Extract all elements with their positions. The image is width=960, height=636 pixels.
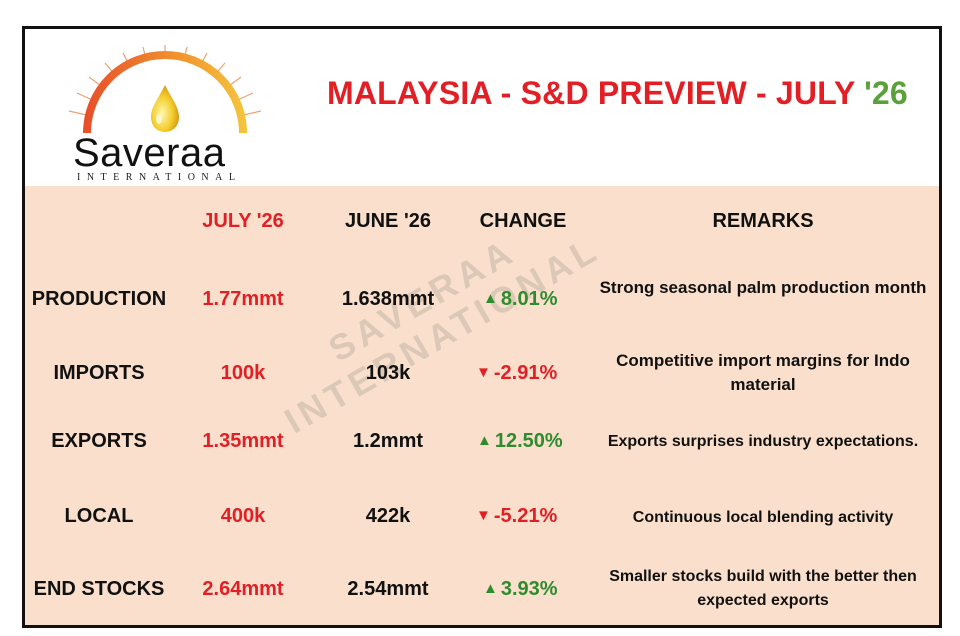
change-local: ▼ -5.21%	[476, 505, 557, 528]
june-value-local: 422k	[365, 505, 411, 527]
change-exports: ▲ 12.50%	[477, 430, 563, 453]
logo-subtitle: INTERNATIONAL	[77, 172, 242, 183]
triangle-up-icon: ▲	[477, 432, 492, 449]
logo-wordmark: Saveraa	[73, 131, 226, 175]
header-july: JULY '26	[202, 210, 284, 232]
table-panel	[25, 186, 939, 625]
june-value-end-stocks: 2.54mmt	[347, 578, 429, 600]
row-label-production: PRODUCTION	[31, 288, 167, 310]
header-june: JUNE '26	[345, 210, 431, 232]
june-value-exports: 1.2mmt	[352, 430, 424, 452]
triangle-down-icon: ▼	[476, 507, 491, 524]
july-value-end-stocks: 2.64mmt	[202, 578, 284, 600]
triangle-up-icon: ▲	[483, 290, 498, 307]
triangle-down-icon: ▼	[476, 364, 491, 381]
infographic-frame: Saveraa INTERNATIONAL MALAYSIA - S&D PRE…	[22, 26, 942, 628]
title-main: MALAYSIA - S&D PREVIEW - JULY	[327, 75, 865, 111]
change-end-stocks: ▲ 3.93%	[483, 578, 558, 601]
july-value-exports: 1.35mmt	[202, 430, 284, 452]
change-value: -2.91%	[493, 362, 558, 384]
july-value-local: 400k	[220, 505, 266, 527]
change-value: -5.21%	[493, 505, 558, 527]
header: Saveraa INTERNATIONAL MALAYSIA - S&D PRE…	[25, 29, 939, 186]
remark-imports: Competitive import margins for Indo mate…	[616, 351, 910, 394]
remark-end-stocks: Smaller stocks build with the better the…	[609, 568, 917, 609]
change-value: 12.50%	[494, 430, 563, 452]
row-label-end-stocks: END STOCKS	[33, 578, 165, 600]
change-value: 3.93%	[500, 578, 558, 600]
triangle-up-icon: ▲	[483, 580, 498, 597]
remark-production: Strong seasonal palm production month	[599, 278, 927, 297]
header-remarks: REMARKS	[712, 210, 814, 232]
row-label-imports: IMPORTS	[53, 362, 145, 384]
page-title: MALAYSIA - S&D PREVIEW - JULY '26	[327, 75, 908, 112]
company-logo: Saveraa INTERNATIONAL	[55, 33, 275, 183]
remark-local: Continuous local blending activity	[632, 509, 894, 526]
june-value-imports: 103k	[365, 362, 411, 384]
july-value-production: 1.77mmt	[202, 288, 284, 310]
remark-exports: Exports surprises industry expectations.	[607, 433, 919, 450]
row-label-exports: EXPORTS	[51, 430, 147, 452]
change-value: 8.01%	[500, 288, 558, 310]
june-value-production: 1.638mmt	[341, 288, 435, 310]
change-production: ▲ 8.01%	[483, 288, 558, 311]
sun-droplet-icon	[68, 45, 262, 143]
title-year: '26	[864, 75, 908, 111]
change-imports: ▼ -2.91%	[476, 362, 557, 385]
row-label-local: LOCAL	[64, 505, 134, 527]
header-change: CHANGE	[479, 210, 567, 232]
july-value-imports: 100k	[220, 362, 266, 384]
